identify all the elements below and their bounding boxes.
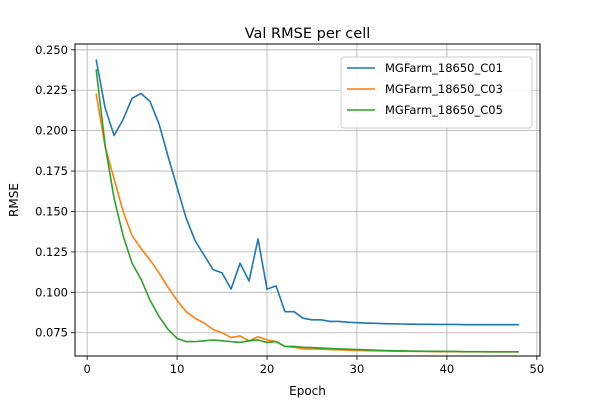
- x-tick-label: 50: [530, 362, 545, 376]
- legend: MGFarm_18650_C01 MGFarm_18650_C03 MGFarm_1…: [340, 56, 533, 129]
- chart-title: Val RMSE per cell: [245, 26, 371, 42]
- x-tick-label: 30: [350, 362, 365, 376]
- y-axis-label: RMSE: [7, 183, 21, 217]
- series-layer: [95, 59, 519, 353]
- legend-box: [340, 56, 533, 129]
- legend-label: MGFarm_18650_C03: [385, 82, 503, 96]
- x-tick-label: 40: [440, 362, 455, 376]
- y-tick-label: 0.125: [35, 245, 68, 259]
- series-line-1: [95, 59, 519, 326]
- legend-label: MGFarm_18650_C05: [385, 103, 503, 117]
- x-tick-label: 0: [83, 362, 90, 376]
- y-tick-label: 0.075: [35, 326, 68, 340]
- x-axis-label: Epoch: [289, 384, 326, 398]
- y-tick-label: 0.250: [35, 43, 68, 57]
- y-tick-label: 0.175: [35, 164, 68, 178]
- y-tick-label: 0.150: [35, 204, 68, 218]
- legend-label: MGFarm_18650_C01: [385, 61, 503, 75]
- x-tick-label: 10: [170, 362, 185, 376]
- y-tick-label: 0.200: [35, 124, 68, 138]
- y-tick-label: 0.100: [35, 285, 68, 299]
- x-tick-label: 20: [260, 362, 275, 376]
- plot-frame: [74, 43, 541, 357]
- series-line-2: [95, 93, 519, 353]
- ticks-layer: 0 10 20 30 40 50 0.075 0.100 0.125 0.150 0.175 0.20…: [35, 43, 544, 376]
- series-line-3: [95, 69, 519, 353]
- y-tick-label: 0.225: [35, 83, 68, 97]
